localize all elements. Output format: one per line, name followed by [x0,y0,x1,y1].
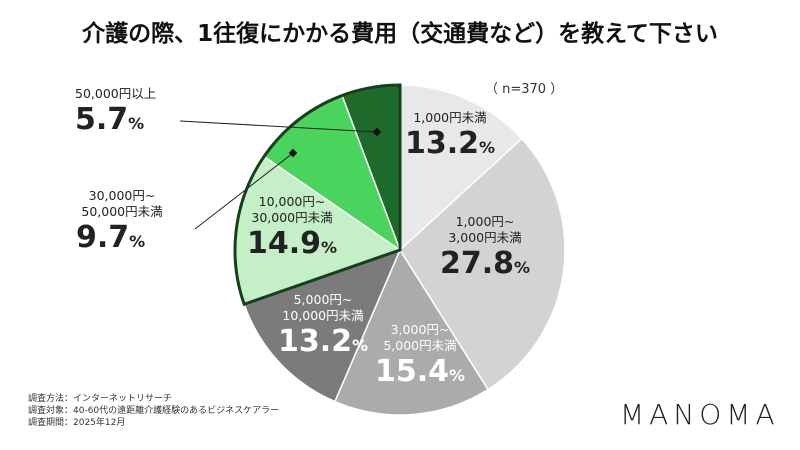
pie-slice-1 [399,137,566,391]
leader-line-5-marker [288,148,298,158]
label-3: 5,000円~ 10,000円未満 13.2% [277,292,369,359]
label-5: 30,000円~ 50,000円未満 9.7% [76,188,163,255]
leader-line-5 [194,152,294,230]
label-6: 50,000円以上 5.7% [75,86,157,137]
pie-slice-2 [333,248,490,416]
highlight-outline [233,83,402,307]
brand-logo: MANOMA [620,398,780,431]
leader-line-6 [179,120,378,133]
pie-slice-0 [399,84,523,252]
pie-slice-3 [243,248,402,403]
leader-line-6-marker [372,127,382,137]
label-2: 3,000円~ 5,000円未満 15.4% [374,322,466,389]
label-4: 10,000円~ 30,000円未満 14.9% [246,194,338,261]
sample-size: （ n=370 ） [485,82,564,97]
survey-footer: 調査方法：インターネットリサーチ 調査対象：40-60代の遠距離介護経験のあるビ… [28,394,280,428]
label-1: 1,000円~ 3,000円未満 27.8% [439,214,531,281]
chart-title: 介護の際、1往復にかかる費用（交通費など）を教えて下さい [82,21,718,47]
label-0: 1,000円未満 13.2% [404,110,496,161]
